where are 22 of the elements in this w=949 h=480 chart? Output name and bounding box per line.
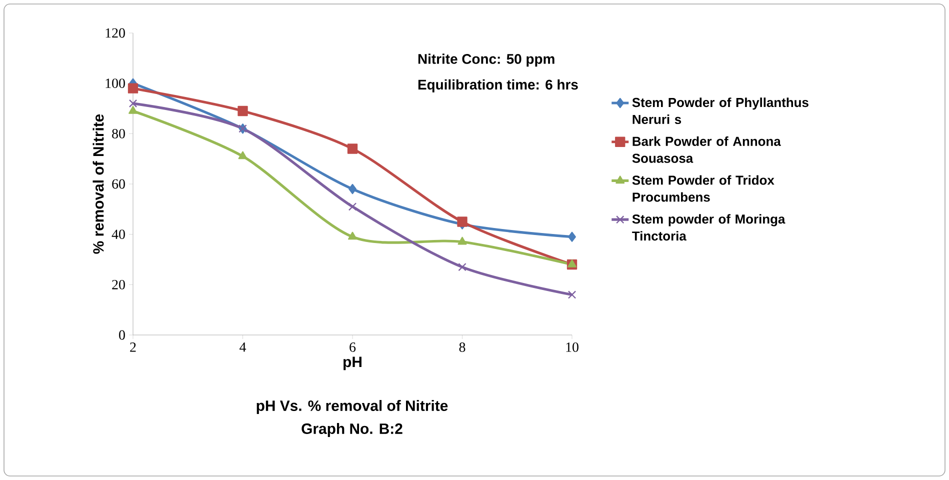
y-tick-label: 100 [106,78,125,88]
y-tick-label: 0 [119,330,125,340]
legend-label: Stem Powder of Tridox Procumbens [632,175,774,202]
legend-label: Stem Powder of Phyllanthus Neruri s [632,98,808,124]
x-tick-label: 6 [350,342,356,352]
y-tick-label: 60 [112,179,125,189]
annotation: Nitrite Conc: 50 ppm [418,54,554,67]
y-tick-label: 40 [112,230,125,240]
y-tick-label: 80 [112,128,125,138]
text: Graph No. B:2 [302,423,402,437]
legend-label: Bark Powder of Annona Souasosa [632,136,781,163]
x-tick-label: 8 [459,342,466,352]
text: pH Vs. % removal of Nitrite [256,400,448,414]
y-axis-title: % removal of Nitrite [92,114,104,254]
annotation: Equilibration time: 6 hrs [418,79,578,92]
x-axis-title: pH [344,356,362,370]
x-tick-label: 10 [566,342,578,352]
x-tick-label: 2 [130,342,136,352]
y-tick-label: 120 [106,28,125,38]
legend-label: Stem powder of Moringa Tinctoria [632,214,786,241]
y-tick-label: 20 [112,280,125,290]
x-tick-label: 4 [240,342,246,352]
